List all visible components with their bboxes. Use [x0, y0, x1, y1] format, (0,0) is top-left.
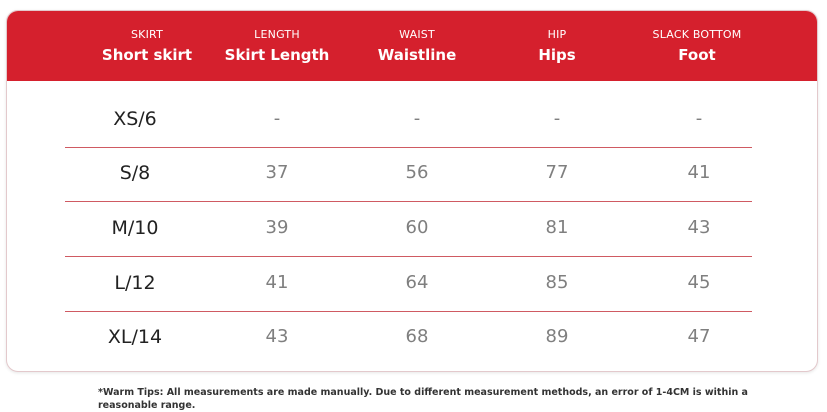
waist-cell: - — [413, 108, 421, 129]
table-row: XS/6 - - - - — [65, 91, 752, 148]
header-title: Skirt Length — [224, 46, 330, 64]
table-row: XL/14 43 68 89 47 — [65, 309, 752, 365]
size-cell: XL/14 — [107, 326, 163, 348]
header-label: SLACK BOTTOM — [652, 28, 742, 41]
waist-cell: 60 — [405, 217, 429, 238]
length-cell: - — [273, 108, 281, 129]
table-row: L/12 41 64 85 45 — [65, 255, 752, 312]
length-cell: 43 — [265, 326, 289, 347]
hip-cell: - — [553, 108, 561, 129]
header-label: WAIST — [399, 28, 435, 41]
hip-cell: 89 — [545, 326, 569, 347]
header-slack-bottom: SLACK BOTTOM Foot — [627, 11, 767, 81]
size-chart-card: SKIRT Short skirt LENGTH Skirt Length WA… — [6, 10, 818, 372]
header-label: SKIRT — [130, 28, 163, 41]
header-skirt: SKIRT Short skirt — [67, 11, 227, 81]
hip-cell: 85 — [545, 272, 569, 293]
table-row: S/8 37 56 77 41 — [65, 145, 752, 202]
header-title: Waistline — [377, 46, 457, 64]
length-cell: 37 — [265, 162, 289, 183]
header-waist: WAIST Waistline — [347, 11, 487, 81]
header-hip: HIP Hips — [487, 11, 627, 81]
foot-cell: - — [695, 108, 703, 129]
table-row: M/10 39 60 81 43 — [65, 200, 752, 257]
size-cell: M/10 — [111, 217, 159, 239]
waist-cell: 56 — [405, 162, 429, 183]
length-cell: 39 — [265, 217, 289, 238]
hip-cell: 77 — [545, 162, 569, 183]
length-cell: 41 — [265, 272, 289, 293]
hip-cell: 81 — [545, 217, 569, 238]
size-cell: L/12 — [114, 272, 156, 294]
header-label: HIP — [547, 28, 567, 41]
size-cell: S/8 — [119, 162, 151, 184]
header-label: LENGTH — [254, 28, 300, 41]
header-title: Hips — [538, 46, 576, 64]
header-title: Foot — [678, 46, 716, 64]
foot-cell: 43 — [687, 217, 711, 238]
waist-cell: 68 — [405, 326, 429, 347]
foot-cell: 47 — [687, 326, 711, 347]
foot-cell: 45 — [687, 272, 711, 293]
header-title: Short skirt — [101, 46, 193, 64]
waist-cell: 64 — [405, 272, 429, 293]
warm-tips-note: *Warm Tips: All measurements are made ma… — [98, 387, 748, 411]
table-header: SKIRT Short skirt LENGTH Skirt Length WA… — [7, 11, 817, 81]
size-cell: XS/6 — [113, 108, 157, 130]
header-length: LENGTH Skirt Length — [207, 11, 347, 81]
foot-cell: 41 — [687, 162, 711, 183]
